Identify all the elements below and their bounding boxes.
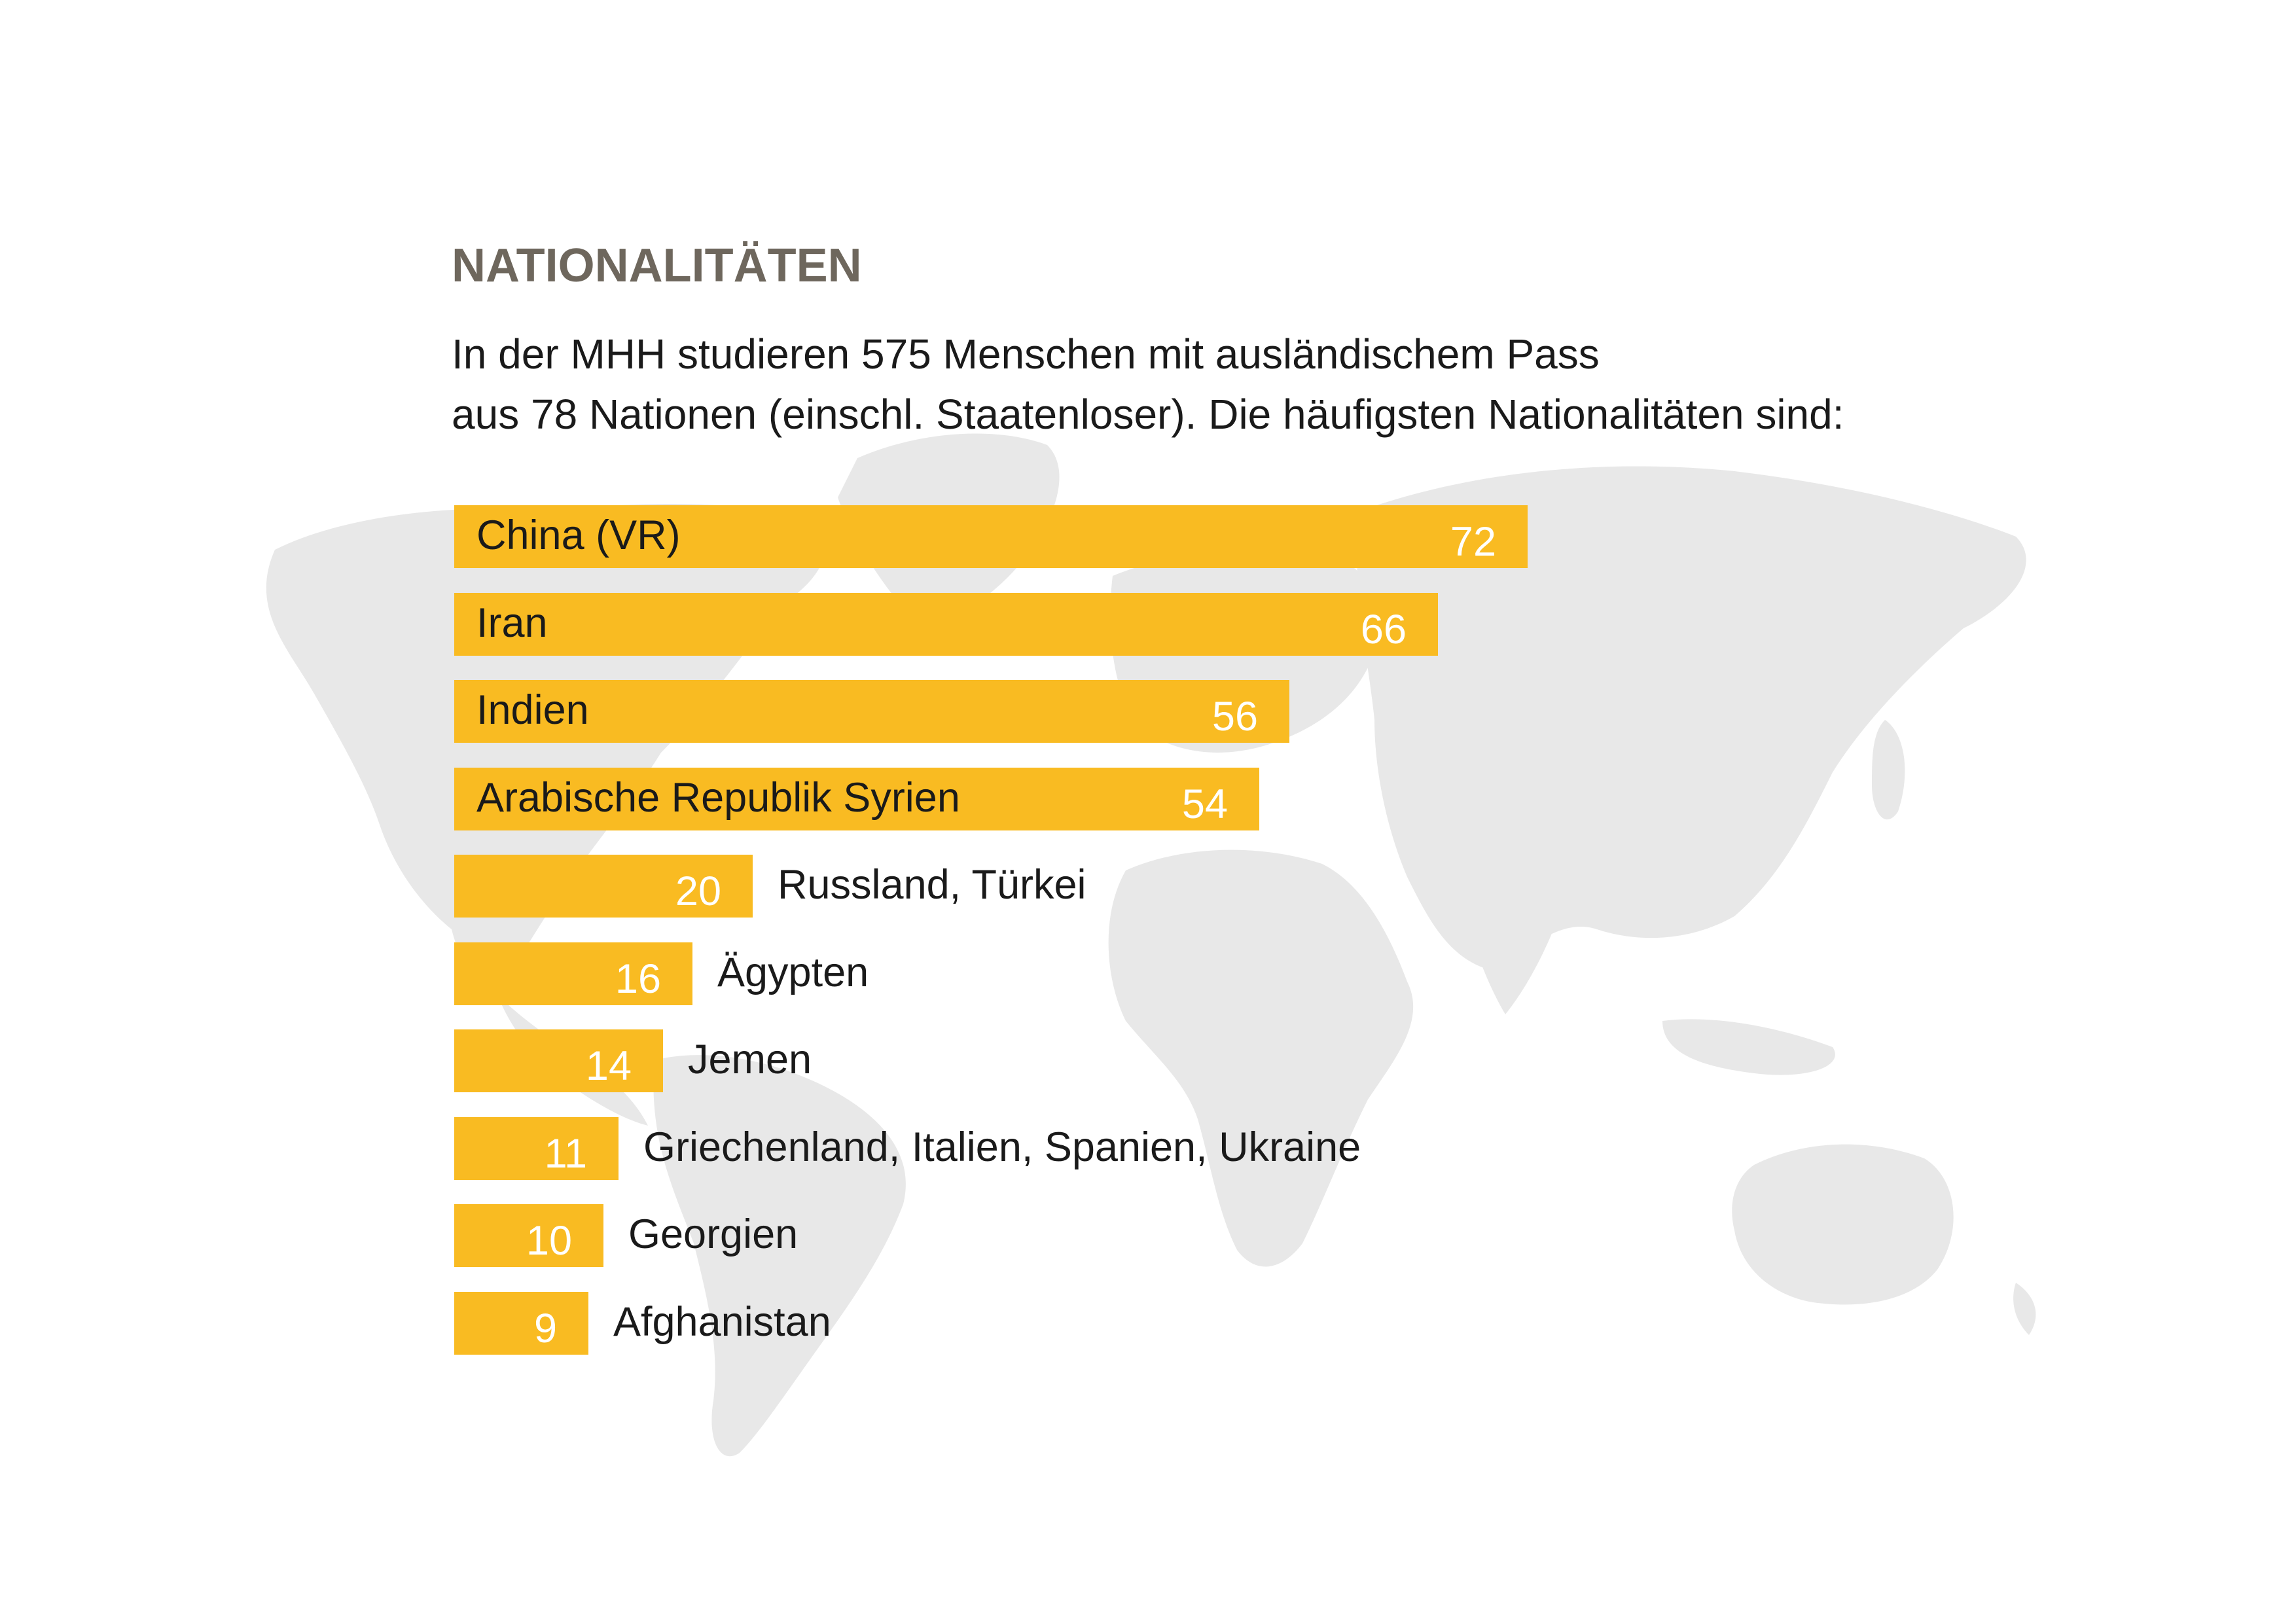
- bar-category-label: Arabische Republik Syrien: [476, 775, 960, 821]
- bar-category-label: Georgien: [628, 1211, 798, 1257]
- africa-shape: [1108, 849, 1414, 1267]
- india-shape: [1460, 838, 1571, 1014]
- intro-line-1: In der MHH studieren 575 Menschen mit au…: [452, 330, 1600, 378]
- bar-category-label: Iran: [476, 600, 548, 646]
- bar: [454, 768, 1259, 830]
- bar-value-label: 10: [526, 1218, 572, 1264]
- bar: [454, 942, 692, 1005]
- japan-shape: [1872, 720, 1905, 820]
- indonesia-shape: [1662, 1019, 1835, 1075]
- bar: [454, 680, 1289, 743]
- bar-value-label: 72: [1450, 519, 1496, 565]
- new-zealand-shape: [2013, 1283, 2036, 1335]
- bar: [454, 1117, 619, 1180]
- bar: [454, 593, 1438, 656]
- bar: [454, 505, 1528, 568]
- bar: [454, 855, 753, 918]
- bar-value-label: 14: [585, 1043, 632, 1089]
- australia-shape: [1732, 1144, 1954, 1305]
- bar-category-label: China (VR): [476, 512, 681, 558]
- bar-value-label: 54: [1181, 781, 1228, 827]
- bar: [454, 1292, 588, 1355]
- bar-category-label: Indien: [476, 687, 589, 733]
- bar-category-label: Afghanistan: [613, 1299, 831, 1345]
- bar-category-label: Griechenland, Italien, Spanien, Ukraine: [643, 1124, 1361, 1170]
- asia-shape: [1357, 466, 2026, 969]
- south-america-shape: [653, 1055, 906, 1457]
- bar-value-label: 11: [544, 1131, 587, 1177]
- bar-value-label: 56: [1211, 694, 1258, 740]
- bar-category-label: Jemen: [688, 1037, 812, 1082]
- bar-category-label: Russland, Türkei: [778, 862, 1086, 908]
- bar-value-label: 9: [533, 1306, 557, 1351]
- bar-value-label: 66: [1360, 607, 1407, 652]
- bar-value-label: 16: [615, 956, 661, 1002]
- page-title: NATIONALITÄTEN: [452, 240, 862, 292]
- bar: [454, 1029, 663, 1092]
- bar-category-label: Ägypten: [717, 950, 869, 995]
- bar-value-label: 20: [675, 868, 721, 914]
- intro-line-2: aus 78 Nationen (einschl. Staatenloser).…: [452, 391, 1844, 438]
- intro-text: In der MHH studieren 575 Menschen mit au…: [452, 324, 1844, 444]
- bar: [454, 1204, 603, 1267]
